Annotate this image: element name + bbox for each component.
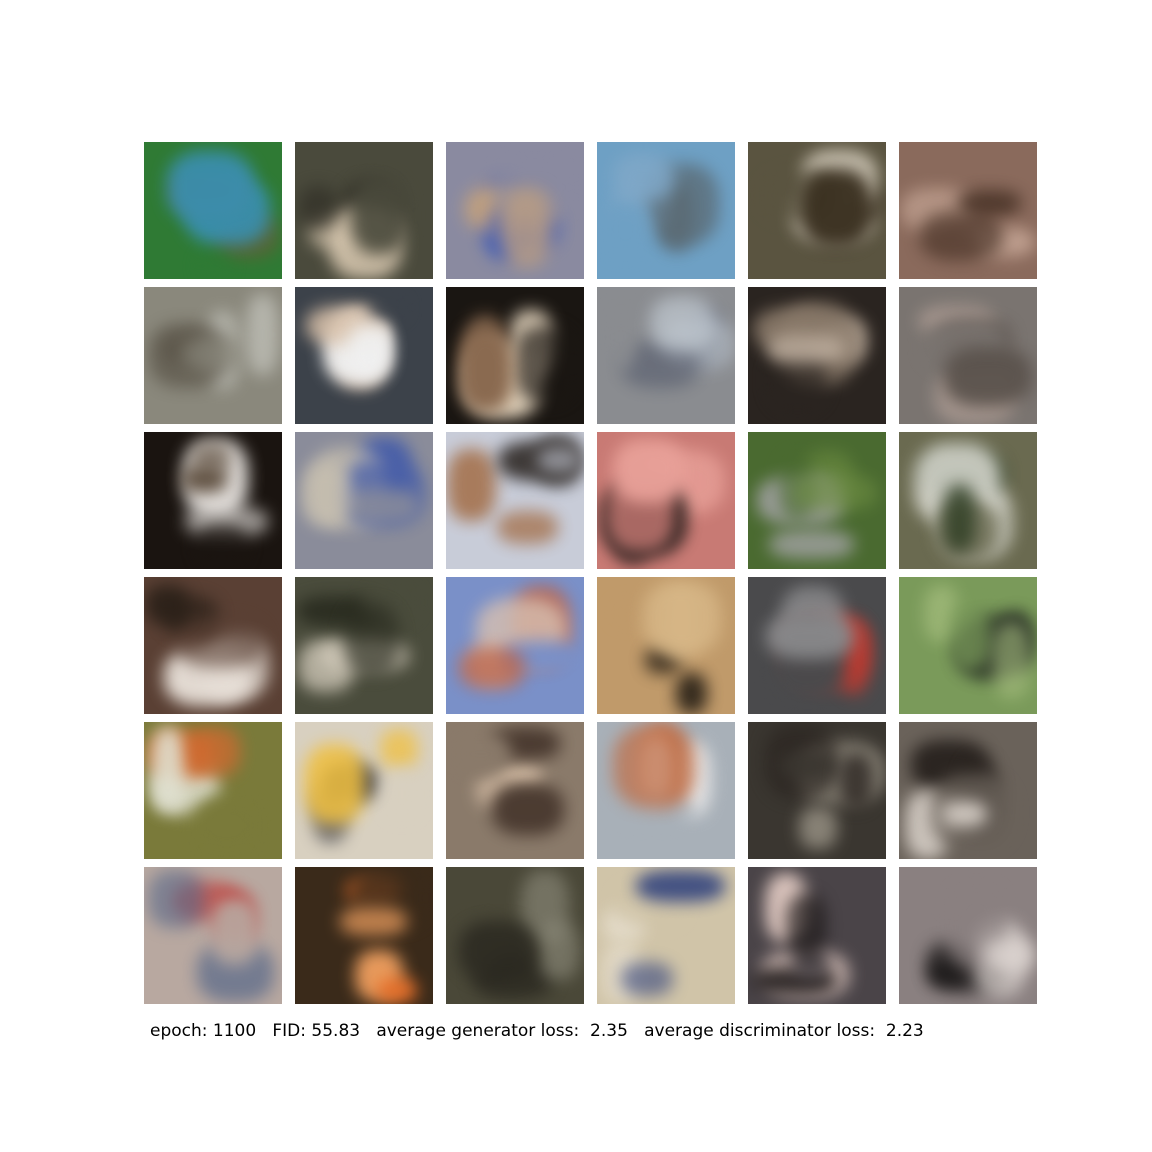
generated-sample-image <box>748 722 886 859</box>
generated-sample-image <box>748 577 886 714</box>
generated-sample-image <box>899 577 1037 714</box>
generated-sample-image <box>597 432 735 569</box>
generated-sample-image <box>748 142 886 279</box>
generated-sample-image <box>446 432 584 569</box>
generated-sample-image <box>446 722 584 859</box>
generated-samples-grid <box>144 142 1037 1004</box>
generated-sample-image <box>597 867 735 1004</box>
generated-sample-image <box>899 722 1037 859</box>
discriminator-loss-value: 2.23 <box>885 1021 924 1041</box>
generated-sample-image <box>597 722 735 859</box>
generated-sample-image <box>144 722 282 859</box>
generated-sample-image <box>446 577 584 714</box>
generated-sample-image <box>446 142 584 279</box>
epoch-value: 1100 <box>212 1021 257 1041</box>
generated-sample-image <box>144 867 282 1004</box>
generated-sample-image <box>597 287 735 424</box>
fid-label: FID: <box>272 1021 307 1041</box>
generated-sample-image <box>748 867 886 1004</box>
generator-loss-value: 2.35 <box>590 1021 628 1041</box>
fid-value: 55.83 <box>311 1021 361 1041</box>
discriminator-loss-label: average discriminator loss: <box>644 1021 876 1041</box>
generated-sample-image <box>295 432 433 569</box>
generated-sample-image <box>295 287 433 424</box>
generated-sample-image <box>295 142 433 279</box>
generated-sample-image <box>899 142 1037 279</box>
generator-loss-label: average generator loss: <box>376 1021 580 1041</box>
generated-sample-image <box>899 432 1037 569</box>
training-stats-caption: epoch: 1100 FID: 55.83 average generator… <box>150 1021 924 1041</box>
generated-sample-image <box>144 287 282 424</box>
generated-sample-image <box>597 577 735 714</box>
generated-sample-image <box>144 577 282 714</box>
epoch-label: epoch: <box>150 1021 208 1041</box>
generated-sample-image <box>597 142 735 279</box>
generated-sample-image <box>144 142 282 279</box>
generated-sample-image <box>446 287 584 424</box>
generated-sample-image <box>748 432 886 569</box>
generated-sample-image <box>899 867 1037 1004</box>
generated-sample-image <box>295 577 433 714</box>
generated-sample-image <box>295 722 433 859</box>
generated-sample-image <box>899 287 1037 424</box>
generated-sample-image <box>144 432 282 569</box>
generated-sample-image <box>295 867 433 1004</box>
generated-sample-image <box>748 287 886 424</box>
generated-sample-image <box>446 867 584 1004</box>
